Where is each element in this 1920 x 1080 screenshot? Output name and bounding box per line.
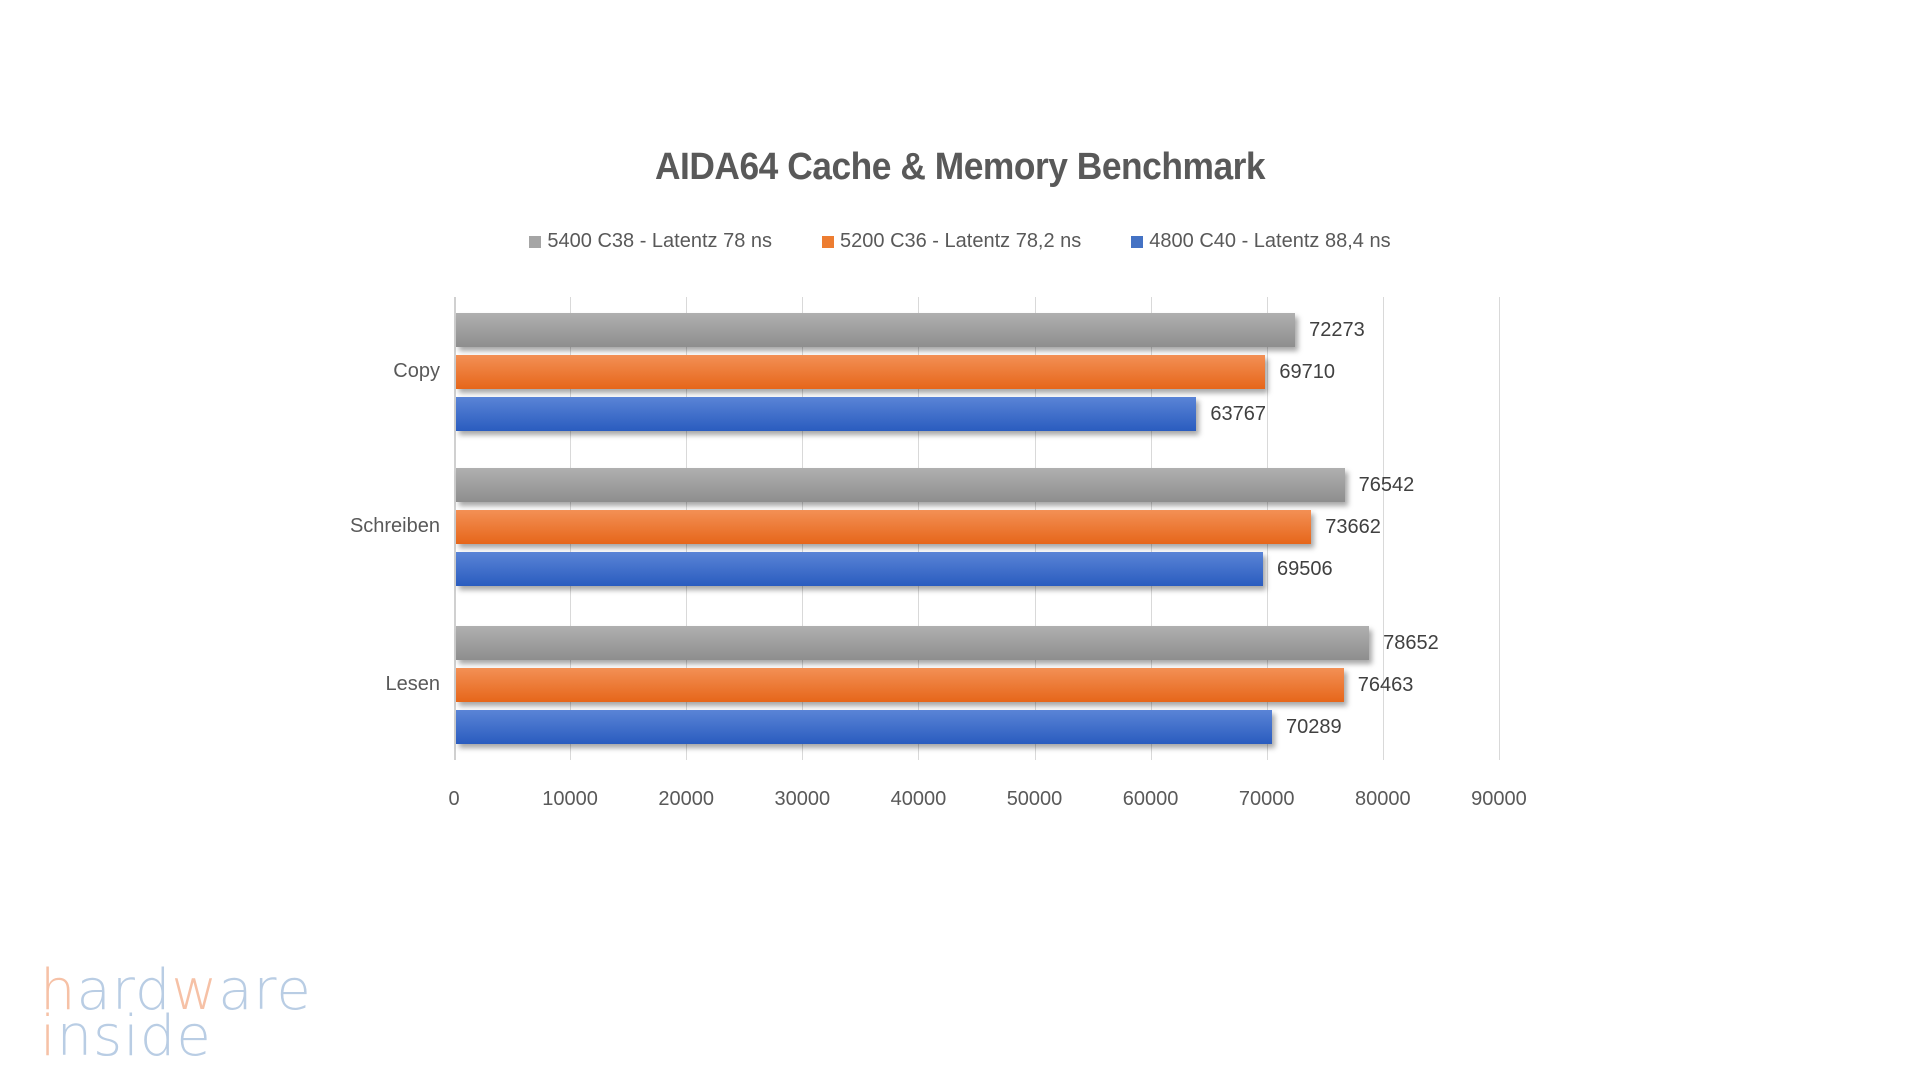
category-label-lesen: Lesen (385, 673, 441, 695)
bar-lesen-series-0 (456, 626, 1370, 660)
bar-schreiben-series-2 (456, 552, 1263, 586)
category-label-copy: Copy (393, 360, 440, 382)
legend-label: 5400 C38 - Latentz 78 ns (547, 230, 773, 252)
x-tick-label: 30000 (774, 788, 831, 810)
legend-item-4800: 4800 C40 - Latentz 88,4 ns (1131, 230, 1391, 253)
legend-item-5400: 5400 C38 - Latentz 78 ns (529, 230, 772, 253)
x-tick-label: 60000 (1122, 788, 1179, 810)
y-axis-line (454, 297, 456, 760)
x-tick-label: 10000 (542, 788, 598, 810)
legend-swatch-gray (529, 235, 542, 248)
x-tick-label: 40000 (890, 788, 947, 810)
legend-label: 4800 C40 - Latentz 88,4 ns (1149, 230, 1391, 252)
x-tick-label: 90000 (1471, 788, 1527, 810)
x-tick-label: 50000 (1006, 788, 1063, 810)
data-label: 72273 (1309, 319, 1365, 341)
data-label: 76542 (1358, 474, 1415, 496)
data-label: 69506 (1276, 558, 1333, 580)
x-tick-label: 80000 (1354, 788, 1411, 810)
gridline (1498, 297, 1500, 760)
data-label: 73662 (1325, 516, 1381, 538)
data-label: 70289 (1286, 716, 1342, 738)
data-label: 76463 (1357, 674, 1414, 696)
bar-schreiben-series-1 (456, 510, 1312, 544)
chart-title-text: AIDA64 Cache & Memory Benchmark (654, 146, 1266, 188)
category-label-schreiben: Schreiben (349, 515, 440, 537)
bar-copy-series-2 (456, 397, 1197, 431)
legend-item-5200: 5200 C36 - Latentz 78,2 ns (822, 230, 1081, 253)
legend-swatch-orange (822, 235, 835, 248)
bar-lesen-series-1 (456, 668, 1344, 702)
bar-copy-series-1 (456, 355, 1266, 389)
chart-title: AIDA64 Cache & Memory Benchmark (0, 146, 1920, 189)
logo-line-1: hardware (40, 958, 312, 1023)
bar-lesen-series-2 (456, 710, 1273, 744)
gridline (1382, 297, 1384, 760)
x-tick-label: 0 (448, 788, 460, 810)
data-label: 69710 (1279, 361, 1335, 383)
data-label: 78652 (1383, 632, 1439, 654)
plot-area: 72273 69710 63767 76542 73662 69506 78652 76463… (454, 297, 1554, 760)
x-tick-label: 70000 (1238, 788, 1295, 810)
legend-swatch-blue (1131, 235, 1144, 248)
hardware-inside-logo: hardware inside (40, 958, 312, 1069)
bar-schreiben-series-0 (456, 468, 1345, 502)
bar-copy-series-0 (456, 313, 1296, 347)
x-tick-label: 20000 (658, 788, 714, 810)
logo-line-2: inside (40, 1004, 212, 1069)
legend-label: 5200 C36 - Latentz 78,2 ns (840, 230, 1082, 252)
data-label: 63767 (1210, 403, 1266, 425)
legend: 5400 C38 - Latentz 78 ns 5200 C36 - Late… (0, 230, 1920, 253)
